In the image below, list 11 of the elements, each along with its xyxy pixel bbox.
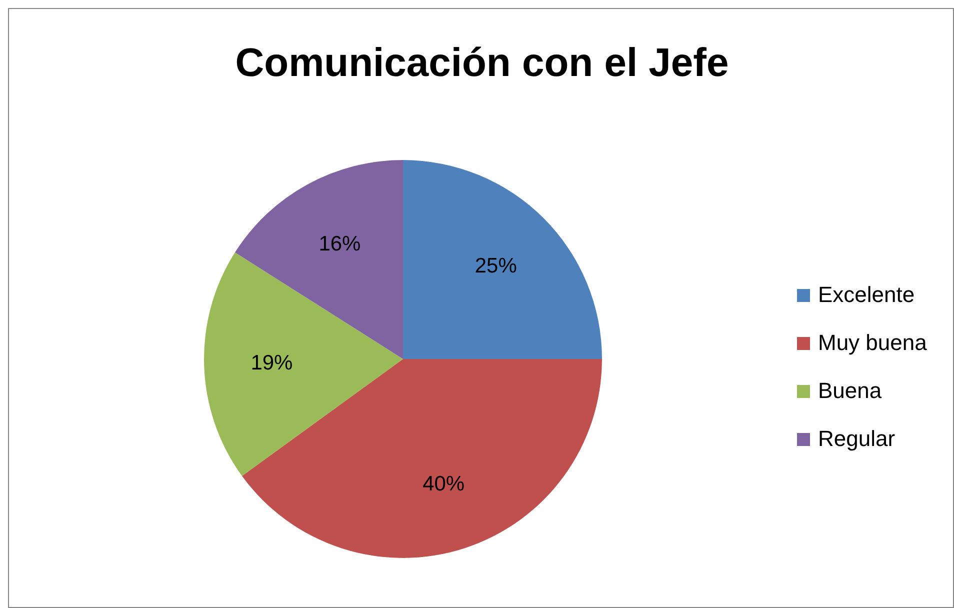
data-label: 19% (250, 352, 293, 375)
chart-title: Comunicación con el Jefe (234, 41, 730, 86)
pie-slice (204, 252, 403, 476)
data-label: 16% (318, 232, 361, 256)
legend-label: Excelente (818, 282, 915, 308)
legend-label: Muy buena (818, 330, 927, 356)
data-label: 25% (474, 254, 517, 278)
data-label: 40% (422, 472, 465, 496)
legend-label: Buena (818, 378, 882, 404)
legend-label: Regular (818, 426, 896, 452)
pie-slice (403, 160, 602, 359)
